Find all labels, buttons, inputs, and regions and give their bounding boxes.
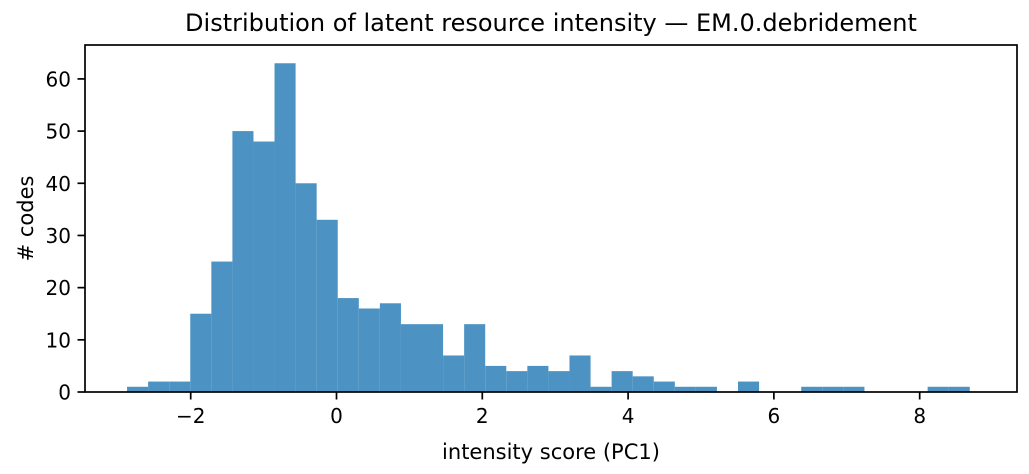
x-tick-label: 4 (622, 404, 635, 428)
chart-title: Distribution of latent resource intensit… (185, 9, 917, 37)
y-axis-label: # codes (14, 176, 38, 262)
y-tick-label: 40 (46, 172, 71, 196)
y-tick-label: 10 (46, 328, 71, 352)
x-tick-label: 8 (913, 404, 926, 428)
histogram-bar (274, 63, 296, 392)
histogram-bar (316, 219, 338, 392)
histogram-bar (485, 365, 507, 392)
histogram-bar (400, 324, 423, 392)
y-tick-label: 30 (46, 224, 71, 248)
histogram-bar (190, 313, 212, 392)
histogram-bar (232, 131, 254, 392)
y-tick-label: 20 (46, 276, 71, 300)
histogram-bar (422, 324, 444, 392)
histogram-bar (506, 371, 528, 392)
histogram-bar (927, 386, 949, 392)
axis-ticks: −2 0 2 4 6 8 0 10 20 30 40 50 60 (46, 67, 927, 428)
x-axis-label: intensity score (PC1) (442, 440, 660, 464)
x-tick-label: −2 (176, 404, 205, 428)
y-tick-label: 0 (58, 381, 71, 405)
x-tick-label: 0 (330, 404, 343, 428)
x-tick-label: 2 (476, 404, 489, 428)
y-tick-label: 60 (46, 67, 71, 91)
histogram-bar (695, 386, 717, 392)
histogram-bar (590, 386, 612, 392)
histogram-bar (527, 365, 549, 392)
histogram-bar (211, 261, 233, 392)
histogram-bar (653, 381, 675, 392)
y-tick-label: 50 (46, 120, 71, 144)
histogram-bar (632, 376, 654, 392)
histogram-bar (464, 324, 486, 392)
histogram-bar (843, 386, 865, 392)
histogram-bar (148, 381, 170, 392)
histogram-bar (379, 303, 401, 392)
histogram-bar (169, 381, 191, 392)
histogram-bar (822, 386, 844, 392)
histogram-bar (948, 386, 970, 392)
histogram-bar (674, 386, 696, 392)
histogram-bar (801, 386, 823, 392)
histogram-bar (443, 355, 465, 392)
histogram-bar (569, 355, 591, 392)
histogram-bar (548, 371, 570, 392)
x-tick-label: 6 (768, 404, 781, 428)
plot-frame (84, 44, 1018, 393)
histogram-bar (611, 371, 633, 392)
histogram-bar (253, 141, 275, 392)
histogram-bar (358, 308, 380, 392)
histogram-bar (337, 298, 359, 392)
histogram-bar (295, 183, 317, 392)
histogram-bar (127, 386, 149, 392)
histogram-bar (738, 381, 760, 392)
histogram-bars (127, 63, 970, 392)
